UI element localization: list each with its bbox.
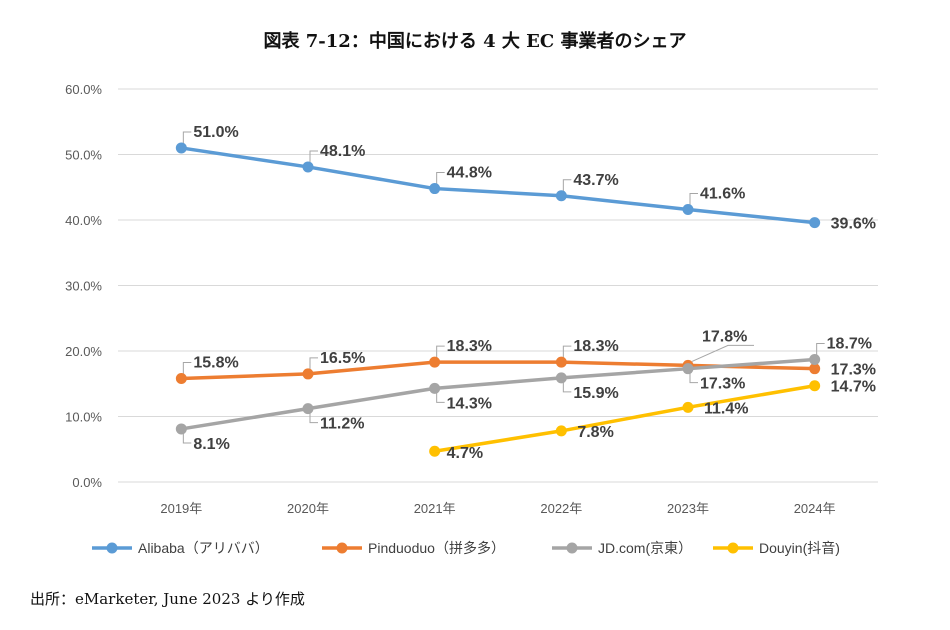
y-tick-label: 20.0% bbox=[65, 344, 102, 359]
label-leader bbox=[816, 343, 825, 356]
legend-label: Pinduoduo（拼多多） bbox=[368, 540, 505, 556]
data-point bbox=[429, 445, 441, 457]
data-point bbox=[302, 403, 314, 415]
y-tick-label: 30.0% bbox=[65, 279, 102, 294]
series-line bbox=[434, 383, 815, 453]
label-leader bbox=[689, 193, 698, 206]
data-label: 14.7% bbox=[831, 379, 876, 396]
legend-item: Pinduoduo（拼多多） bbox=[322, 540, 505, 556]
y-tick-label: 60.0% bbox=[65, 82, 102, 97]
series-2 bbox=[175, 354, 821, 435]
data-point bbox=[175, 142, 187, 154]
data-label: 16.5% bbox=[320, 350, 365, 367]
data-point bbox=[809, 354, 821, 366]
x-tick-label: 2020年 bbox=[287, 501, 329, 516]
legend-swatch-marker bbox=[106, 542, 118, 554]
y-tick-label: 10.0% bbox=[65, 410, 102, 425]
source-note: 出所：eMarketer, June 2023 より作成 bbox=[30, 590, 305, 608]
data-point bbox=[809, 217, 821, 229]
label-leader bbox=[309, 412, 318, 424]
legend-swatch-marker bbox=[336, 542, 348, 554]
data-label: 51.0% bbox=[193, 124, 238, 141]
data-label: 8.1% bbox=[193, 436, 229, 453]
data-label: 41.6% bbox=[700, 186, 745, 203]
data-point bbox=[682, 363, 694, 375]
legend-label: JD.com(京東） bbox=[598, 540, 692, 556]
x-tick-label: 2019年 bbox=[160, 501, 202, 516]
data-label: 18.3% bbox=[447, 338, 492, 355]
data-label: 11.4% bbox=[704, 400, 748, 417]
legend-item: Alibaba（アリババ） bbox=[92, 540, 269, 556]
data-label: 18.3% bbox=[573, 338, 618, 355]
data-point bbox=[555, 190, 567, 202]
x-tick-label: 2021年 bbox=[414, 501, 456, 516]
data-label: 17.3% bbox=[831, 362, 876, 379]
label-leader bbox=[182, 131, 192, 144]
data-label: 48.1% bbox=[320, 143, 365, 160]
data-label: 14.3% bbox=[447, 395, 492, 412]
data-label: 18.7% bbox=[827, 336, 872, 353]
series-line bbox=[181, 146, 815, 225]
data-point bbox=[555, 425, 567, 437]
data-label: 39.6% bbox=[831, 216, 876, 233]
label-leader bbox=[436, 392, 445, 403]
data-label: 4.7% bbox=[447, 445, 483, 462]
data-point bbox=[429, 356, 441, 368]
data-point bbox=[175, 373, 187, 385]
data-point bbox=[429, 183, 441, 195]
data-point bbox=[809, 380, 821, 392]
series-0 bbox=[175, 142, 821, 229]
data-point bbox=[555, 356, 567, 368]
label-leader bbox=[309, 150, 318, 163]
y-tick-label: 50.0% bbox=[65, 148, 102, 163]
data-label: 43.7% bbox=[573, 172, 618, 189]
label-leader bbox=[562, 179, 572, 192]
legend-item: JD.com(京東） bbox=[552, 540, 692, 556]
data-label: 17.3% bbox=[700, 376, 745, 393]
label-leader bbox=[562, 381, 572, 393]
data-point bbox=[302, 161, 314, 173]
y-tick-label: 0.0% bbox=[72, 475, 102, 490]
label-leader bbox=[691, 344, 754, 362]
legend-label: Alibaba（アリババ） bbox=[138, 540, 269, 556]
label-leader bbox=[562, 345, 572, 359]
series-line bbox=[181, 357, 815, 431]
data-point bbox=[302, 368, 314, 380]
x-tick-label: 2022年 bbox=[540, 501, 582, 516]
data-label: 11.2% bbox=[320, 416, 364, 433]
legend-label: Douyin(抖音) bbox=[759, 540, 840, 556]
x-tick-label: 2024年 bbox=[794, 501, 836, 516]
data-label: 15.9% bbox=[573, 385, 618, 402]
data-point bbox=[555, 372, 567, 384]
data-point bbox=[175, 423, 187, 435]
label-leader bbox=[689, 372, 698, 384]
label-leader bbox=[309, 357, 318, 370]
x-tick-label: 2023年 bbox=[667, 501, 709, 516]
legend-item: Douyin(抖音) bbox=[713, 540, 840, 556]
label-leader bbox=[436, 172, 445, 185]
data-label: 15.8% bbox=[193, 355, 238, 372]
data-label: 44.8% bbox=[447, 165, 492, 182]
label-leader bbox=[182, 362, 192, 375]
data-label: 7.8% bbox=[577, 424, 613, 441]
legend-swatch-marker bbox=[566, 542, 578, 554]
data-point bbox=[429, 382, 441, 394]
label-leader bbox=[436, 345, 445, 359]
series-3 bbox=[429, 380, 821, 457]
chart-title: 図表 7-12：中国における 4 大 EC 事業者のシェア bbox=[264, 30, 687, 52]
data-point bbox=[809, 363, 821, 375]
data-label: 17.8% bbox=[702, 328, 747, 345]
legend-swatch-marker bbox=[727, 542, 739, 554]
label-leader bbox=[182, 432, 192, 444]
data-point bbox=[682, 204, 694, 216]
y-tick-label: 40.0% bbox=[65, 213, 102, 228]
data-point bbox=[682, 401, 694, 413]
